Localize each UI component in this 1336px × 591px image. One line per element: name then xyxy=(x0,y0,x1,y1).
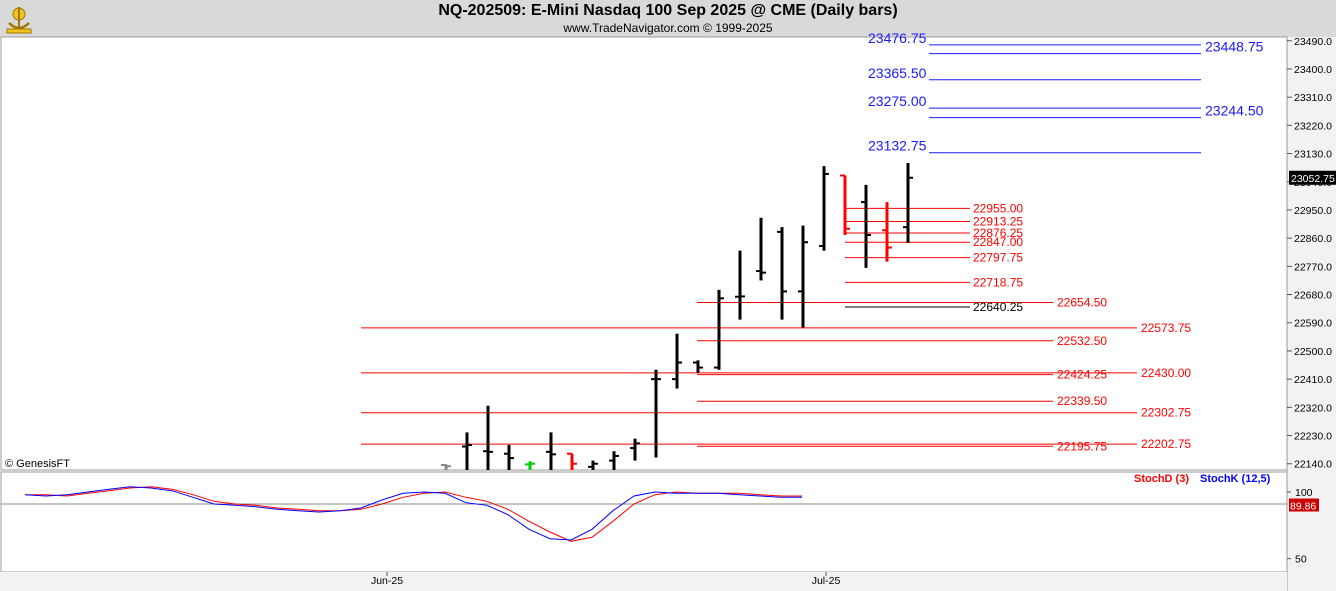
level-label-22573.75: 22573.75 xyxy=(1141,321,1191,335)
level-label-22430.00: 22430.00 xyxy=(1141,366,1191,380)
ohlc-bar xyxy=(567,452,577,470)
chart-frame xyxy=(0,36,1336,591)
ohlc-bar xyxy=(840,174,850,236)
ohlc-bar xyxy=(546,432,556,470)
chart-title: NQ-202509: E-Mini Nasdaq 100 Sep 2025 @ … xyxy=(438,2,898,19)
price-tick-label: 22320.0 xyxy=(1294,402,1332,414)
stochastic-panel-frame xyxy=(0,471,1288,573)
level-label-23448.75: 23448.75 xyxy=(1205,39,1264,55)
last-stoch-box xyxy=(1289,498,1319,512)
level-label-22797.75: 22797.75 xyxy=(973,251,1023,265)
price-tick-label: 23220.0 xyxy=(1294,120,1332,132)
level-label-22339.50: 22339.50 xyxy=(1057,394,1107,408)
axes: 23490.023400.023310.023220.023130.023040… xyxy=(5,36,1336,587)
ohlc-bar xyxy=(609,451,619,470)
ohlc-bar xyxy=(525,461,535,470)
level-label-23244.50: 23244.50 xyxy=(1205,103,1264,119)
ohlc-bar xyxy=(672,333,682,389)
bars-clipped xyxy=(441,162,913,470)
level-label-22202.75: 22202.75 xyxy=(1141,437,1191,451)
trade-navigator-logo-icon xyxy=(6,7,32,34)
stochd-label: StochD (3) xyxy=(1134,473,1189,485)
price-panel xyxy=(0,36,1288,471)
last-price-label: 23052.75 xyxy=(1291,173,1335,185)
level-label-22913.25: 22913.25 xyxy=(973,214,1023,228)
price-tick-label: 22230.0 xyxy=(1294,431,1332,443)
ohlc-bar xyxy=(819,166,829,251)
stochd-line xyxy=(25,486,802,542)
price-tick-label: 23400.0 xyxy=(1294,64,1332,76)
stoch-tick-label: 50 xyxy=(1295,554,1307,566)
price-levels: 23476.75 23448.75 23365.50 23275.00 23244.50… xyxy=(361,30,1264,453)
level-label-22532.50: 22532.50 xyxy=(1057,334,1107,348)
stochk-line xyxy=(24,486,802,541)
level-label-22718.75: 22718.75 xyxy=(973,275,1023,289)
level-label-23365.50: 23365.50 xyxy=(868,65,927,81)
chart-subtitle: www.TradeNavigator.com © 1999-2025 xyxy=(563,21,773,35)
stoch-tick-label: 100 xyxy=(1295,487,1313,499)
level-label-22640.25: 22640.25 xyxy=(973,300,1023,314)
ohlc-bar xyxy=(441,463,451,470)
x-tick-label: Jun-25 xyxy=(371,575,403,587)
price-tick-label: 22500.0 xyxy=(1294,346,1332,358)
last-stoch-label: 89.86 xyxy=(1290,501,1316,513)
ohlc-bar xyxy=(798,225,808,328)
level-label-22876.25: 22876.25 xyxy=(973,226,1023,240)
chart-header: NQ-202509: E-Mini Nasdaq 100 Sep 2025 @ … xyxy=(0,0,1336,37)
price-tick-label: 22680.0 xyxy=(1294,290,1332,302)
price-tick-label: 22950.0 xyxy=(1294,205,1332,217)
ohlc-bar xyxy=(651,369,661,458)
level-label-22424.25: 22424.25 xyxy=(1057,368,1107,382)
ohlc-bar xyxy=(483,405,493,470)
ohlc-bar xyxy=(462,432,472,470)
ohlc-bar xyxy=(504,444,514,470)
price-tick-label: 22590.0 xyxy=(1294,318,1332,330)
stochastic-panel: StochD (3) StochK (12,5) xyxy=(1,473,1287,542)
price-tick-label: 23490.0 xyxy=(1294,36,1332,48)
level-label-23476.75: 23476.75 xyxy=(868,30,927,46)
ohlc-bar xyxy=(693,360,703,373)
ohlc-bar xyxy=(714,289,724,370)
price-bars xyxy=(441,162,913,470)
level-label-22302.75: 22302.75 xyxy=(1141,406,1191,420)
last-price-box xyxy=(1289,170,1336,185)
price-tick-label: 22140.0 xyxy=(1294,459,1332,471)
ohlc-bar xyxy=(903,162,913,243)
price-tick-label: 22860.0 xyxy=(1294,233,1332,245)
price-tick-label: 22410.0 xyxy=(1294,374,1332,386)
level-label-22955.00: 22955.00 xyxy=(973,201,1023,215)
ohlc-bar xyxy=(756,217,766,281)
price-tick-label: 23130.0 xyxy=(1294,149,1332,161)
ohlc-bar xyxy=(735,250,745,320)
level-label-22195.75: 22195.75 xyxy=(1057,439,1107,453)
ohlc-bar xyxy=(777,227,787,320)
price-tick-label: 23310.0 xyxy=(1294,92,1332,104)
stochk-label: StochK (12,5) xyxy=(1200,473,1271,485)
ohlc-bar xyxy=(882,202,892,262)
x-tick-label: Jul-25 xyxy=(812,575,841,587)
level-label-23275.00: 23275.00 xyxy=(868,93,927,109)
ohlc-bar xyxy=(588,460,598,470)
ohlc-bar xyxy=(630,438,640,461)
level-label-22654.50: 22654.50 xyxy=(1057,296,1107,310)
level-label-23132.75: 23132.75 xyxy=(868,138,927,154)
level-label-22847.00: 22847.00 xyxy=(973,235,1023,249)
watermark: © GenesisFT xyxy=(5,458,70,470)
ohlc-bar xyxy=(861,184,871,268)
bottom-axis-area xyxy=(0,572,1287,591)
price-tick-label: 22770.0 xyxy=(1294,261,1332,273)
